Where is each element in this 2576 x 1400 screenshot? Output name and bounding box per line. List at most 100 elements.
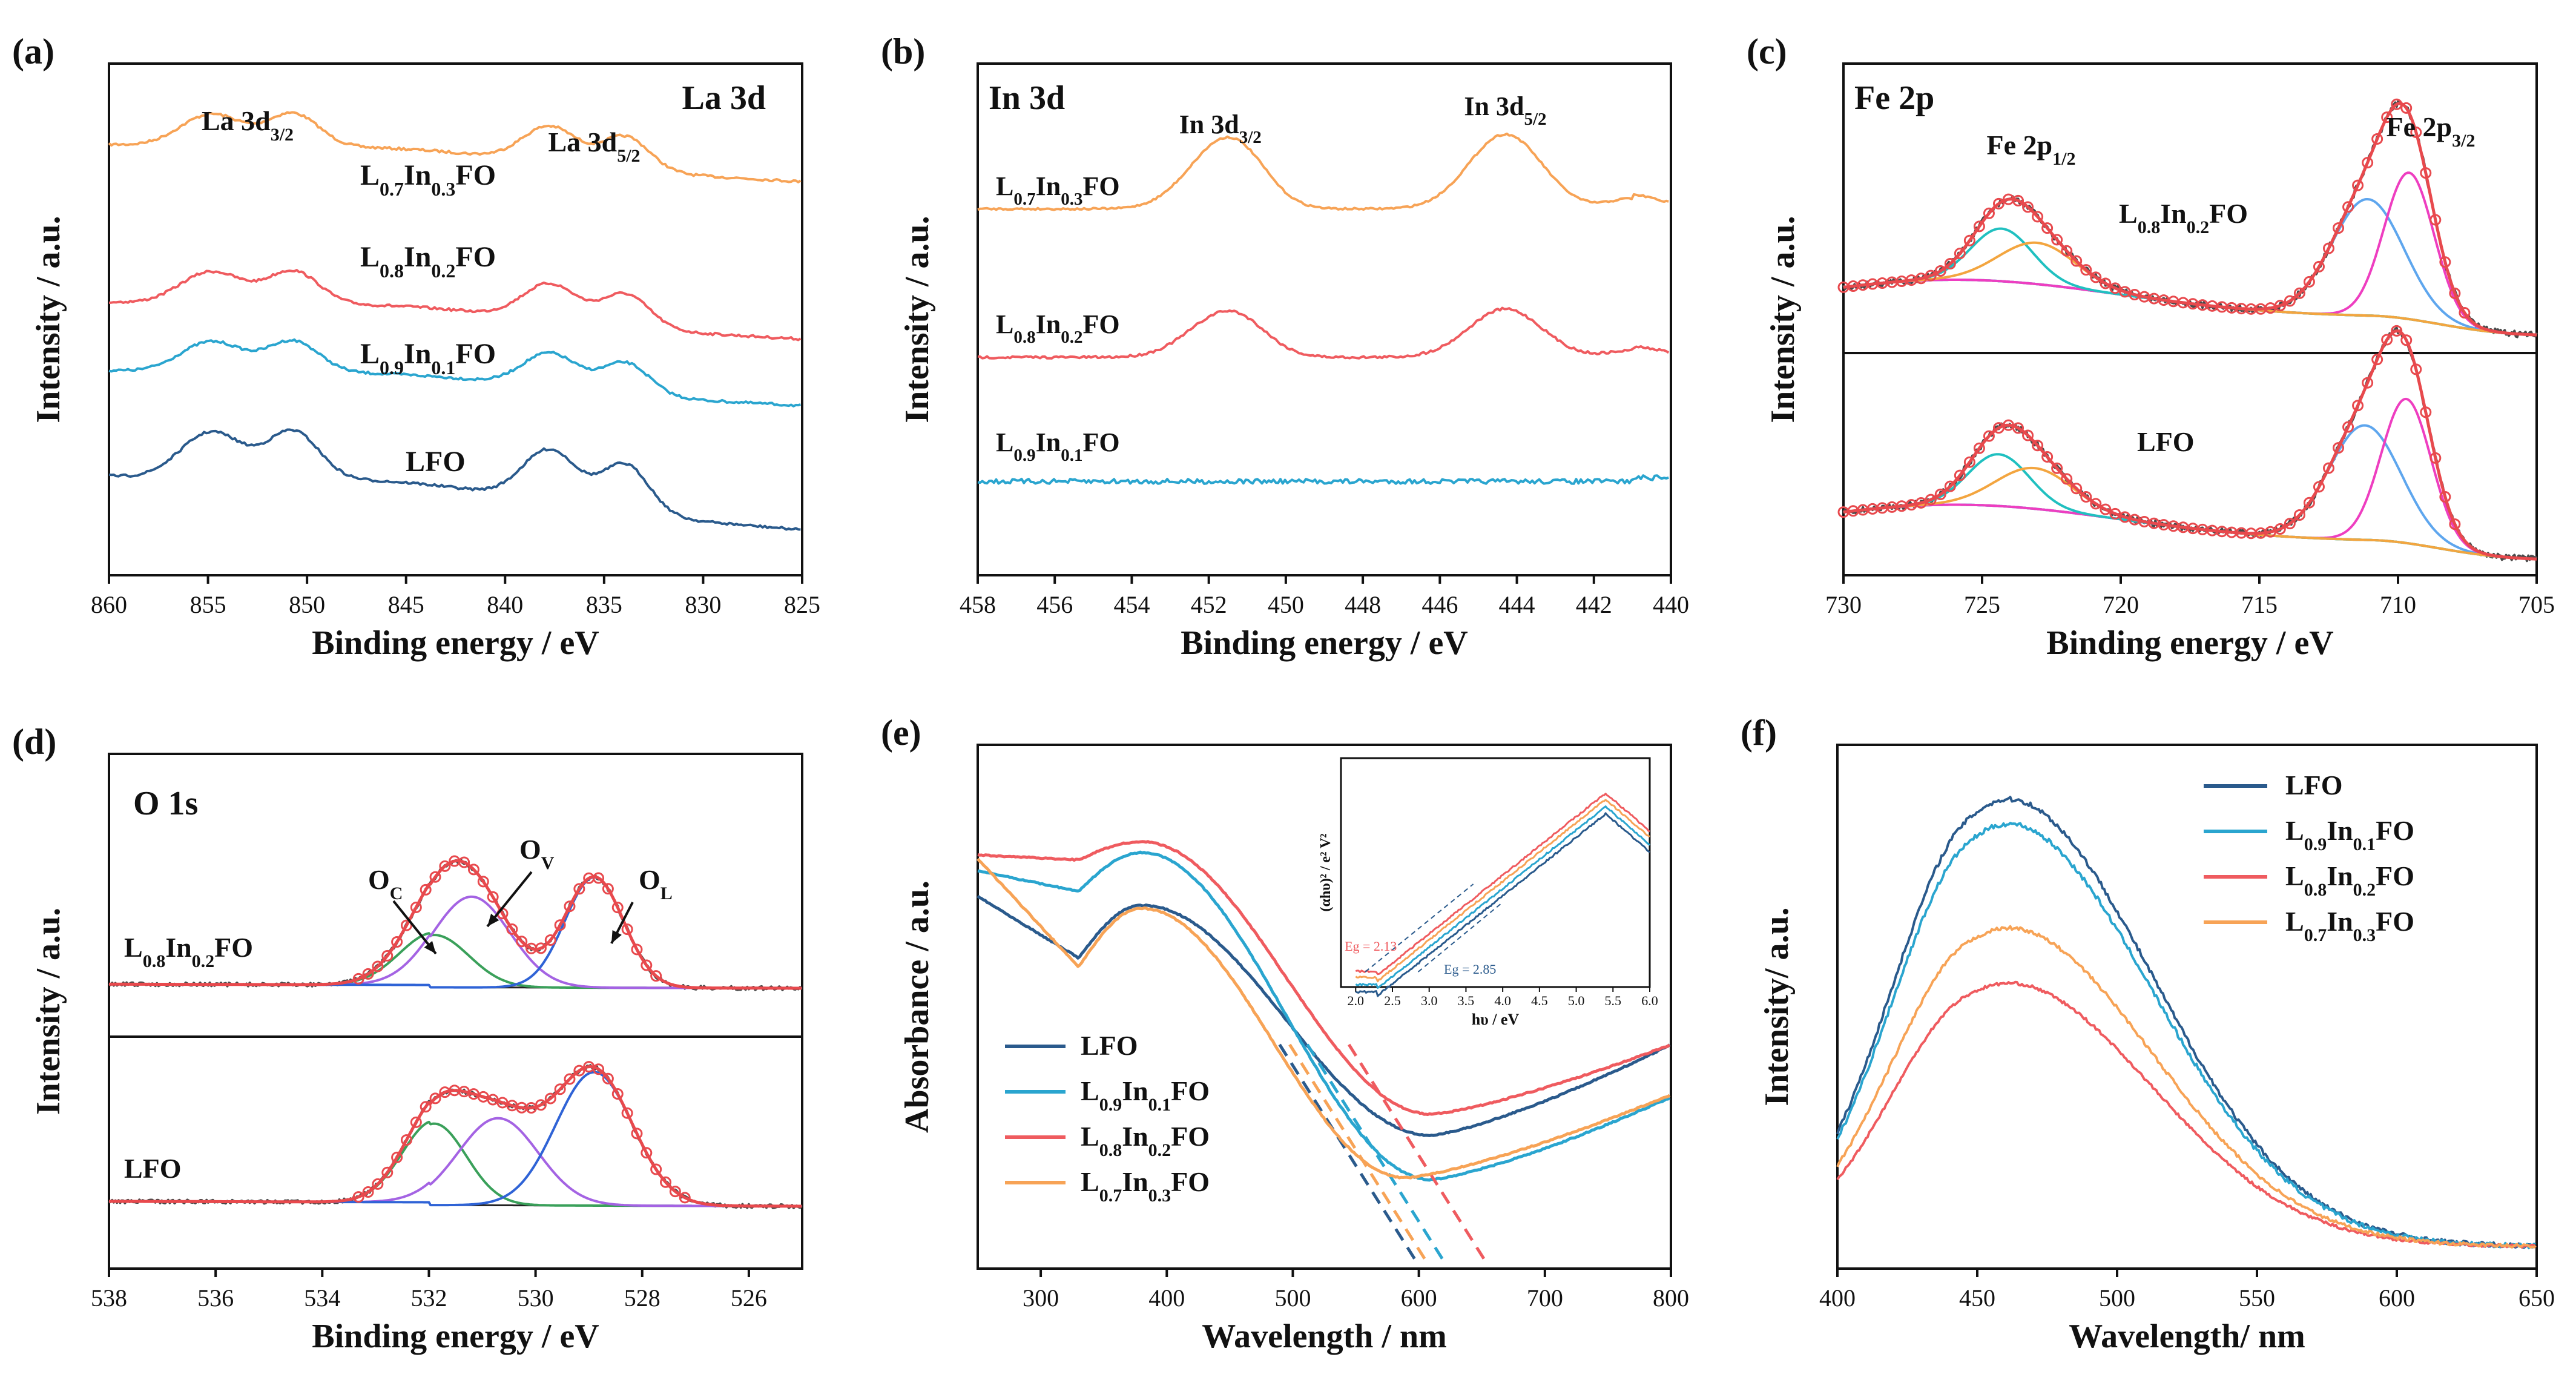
label-part: FO	[1171, 1121, 1210, 1152]
fit-marker	[439, 860, 451, 872]
x-tick-label: 730	[1825, 591, 1862, 618]
label-part: FO	[1082, 428, 1119, 457]
fit-marker	[400, 919, 412, 931]
fit-marker	[554, 1083, 566, 1095]
label-part: In	[165, 932, 191, 963]
fit-component	[109, 876, 802, 989]
label-part: V	[541, 853, 555, 873]
edge-tangent	[1348, 1043, 1490, 1267]
fit-marker	[650, 1163, 662, 1175]
fit-marker	[1944, 257, 1956, 269]
sample-label: L0.8In0.2FO	[124, 932, 253, 971]
label-part: 0.2	[2187, 217, 2210, 237]
fit-marker	[602, 883, 614, 895]
label-part: La 3d	[202, 105, 271, 136]
x-tick-label: 850	[289, 591, 325, 618]
fit-envelope	[109, 1065, 802, 1208]
x-tick-label: 600	[2379, 1284, 2415, 1312]
label-part: FO	[2376, 906, 2414, 937]
x-tick-label: 450	[1959, 1284, 1995, 1312]
fit-component	[1843, 227, 2537, 337]
fit-marker	[2449, 518, 2461, 530]
label-part: FO	[1171, 1166, 1210, 1197]
fit-marker	[372, 960, 384, 972]
label-part: FO	[2376, 815, 2414, 846]
fit-marker	[2022, 429, 2034, 441]
fit-marker	[2323, 242, 2334, 254]
legend-label: L0.7In0.3FO	[1081, 1166, 1210, 1206]
fit-marker	[641, 1147, 653, 1159]
edge-tangent	[1288, 1043, 1431, 1267]
fit-marker	[593, 1063, 605, 1075]
series-label: L0.8In0.2FO	[996, 309, 1120, 347]
label-part: 0.2	[431, 260, 455, 282]
x-tick-label: 454	[1113, 591, 1150, 618]
fit-marker	[2303, 497, 2315, 509]
label-part: In 3d	[1464, 91, 1524, 121]
label-part: L	[360, 159, 380, 191]
label-part: L	[2119, 198, 2138, 229]
fit-marker	[2022, 201, 2034, 213]
x-tick-label: 835	[586, 591, 622, 618]
fit-marker	[429, 871, 441, 883]
label-part: FO	[455, 338, 496, 370]
fit-marker	[2284, 295, 2296, 307]
x-axis-label: Binding energy / eV	[1181, 624, 1468, 662]
fit-marker	[573, 1065, 585, 1077]
peak-label: La 3d5/2	[548, 127, 640, 166]
x-tick-label: 720	[2103, 591, 2139, 618]
fit-marker	[362, 1186, 374, 1198]
fit-marker	[650, 970, 662, 982]
x-axis-label: Wavelength / nm	[1202, 1318, 1446, 1355]
fit-marker	[631, 1128, 643, 1140]
label-part: In	[404, 159, 431, 191]
chart-title: In 3d	[989, 79, 1065, 117]
fit-marker	[2381, 111, 2393, 124]
sample-label: L0.8In0.2FO	[2119, 198, 2248, 237]
series-line-L0.7In0.3FO	[108, 111, 802, 183]
y-axis-label: Intensity / a.u.	[30, 216, 67, 423]
fit-marker	[467, 863, 479, 876]
fit-marker	[2313, 260, 2325, 272]
label-part: 0.1	[1061, 446, 1082, 465]
axes-b: 458 456 454 452 450 448 446 444 442 440	[960, 62, 1689, 618]
series-line-L0.7In0.3FO	[1836, 925, 2537, 1249]
label-part: 0.7	[2304, 925, 2327, 945]
label-part: FO	[1082, 171, 1119, 201]
arrow-head	[424, 940, 436, 954]
series-line-L0.7In0.3FO	[977, 857, 1671, 1180]
axes-frame	[1836, 744, 2538, 1270]
fit-marker	[2080, 264, 2092, 276]
label-part: FO	[455, 241, 496, 273]
label-part: FO	[214, 932, 253, 963]
fit-marker	[2352, 400, 2364, 412]
panel-label: (e)	[881, 713, 921, 753]
panel-label: (b)	[881, 31, 925, 71]
x-tick-label: 710	[2380, 591, 2416, 618]
x-tick-label: 442	[1576, 591, 1612, 618]
fit-marker	[2352, 179, 2364, 191]
series-label: L0.7In0.3FO	[360, 159, 496, 200]
series-line-LFO	[108, 428, 801, 531]
fit-marker	[2080, 490, 2092, 503]
axes-c: 730 725 720 715 710 705	[1825, 62, 2555, 618]
fit-marker	[573, 883, 585, 895]
label-part: 0.7	[1099, 1186, 1122, 1206]
fit-marker	[2342, 421, 2354, 433]
label-part: 0.1	[431, 357, 455, 378]
series-label: L0.7In0.3FO	[996, 171, 1120, 209]
inset-tick-label: 6.0	[1641, 993, 1658, 1008]
fit-marker	[1925, 494, 1937, 506]
x-axis-label: Wavelength/ nm	[2069, 1318, 2305, 1355]
fit-marker	[2051, 462, 2063, 474]
fit-marker	[2100, 277, 2112, 289]
x-axis-label: Binding energy / eV	[312, 624, 599, 662]
panel-label: (d)	[12, 722, 56, 762]
label-part: FO	[2376, 860, 2414, 891]
label-part: 0.2	[1148, 1140, 1171, 1160]
axes-frame	[1842, 62, 2538, 576]
fit-marker	[621, 923, 633, 936]
fit-marker	[2449, 287, 2461, 299]
fit-marker	[352, 1191, 364, 1203]
series-line-L0.8In0.2FO	[108, 269, 802, 342]
